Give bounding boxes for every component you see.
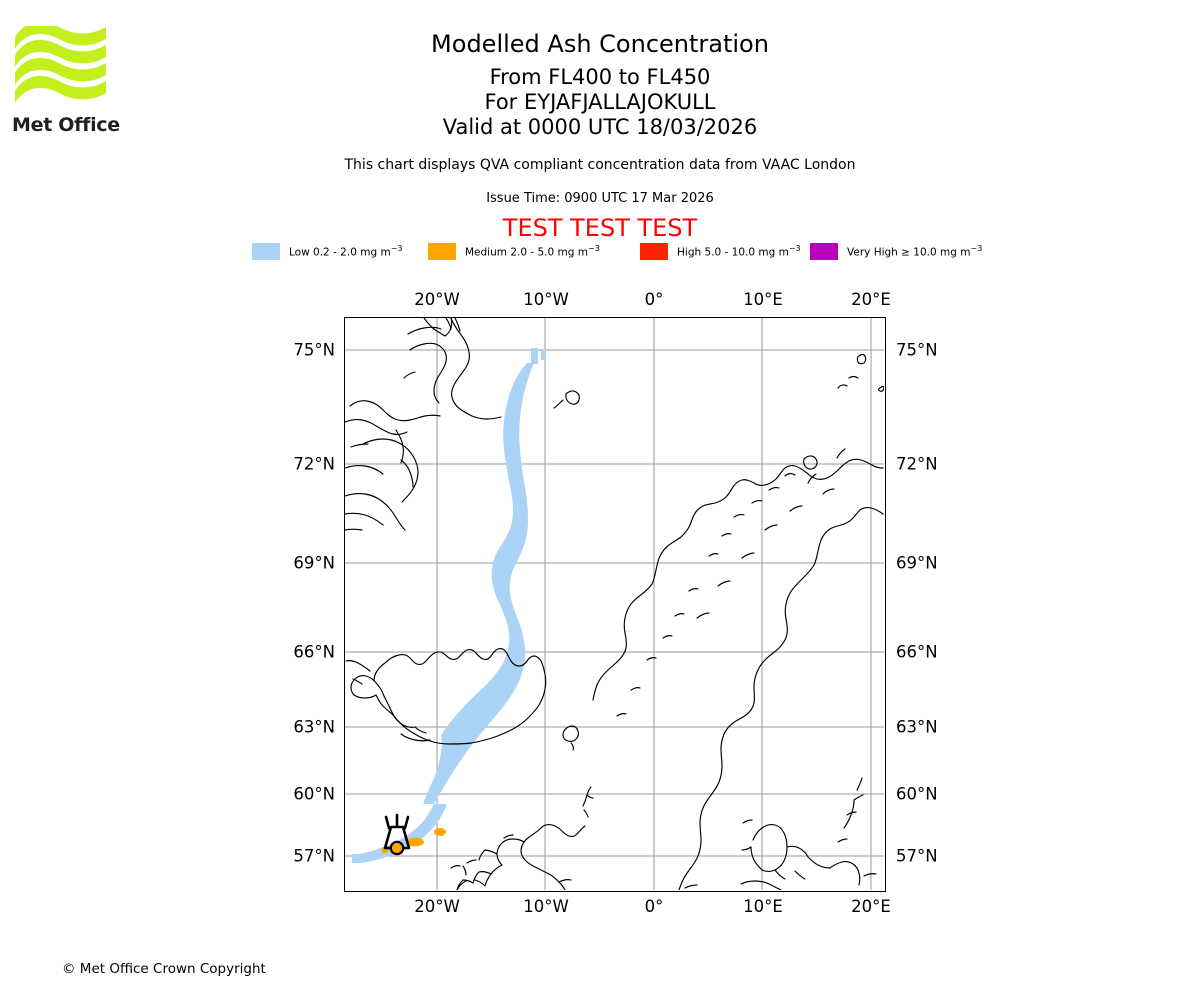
legend-item-high: High 5.0 - 10.0 mg m−3 [640,240,801,262]
legend-swatch-medium [428,242,456,260]
lon-label-bottom-10e: 10°E [743,897,783,916]
coastline-south-sweden [829,777,877,886]
issue-time: Issue Time: 0900 UTC 17 Mar 2026 [486,191,714,206]
lat-label-right-69n: 69°N [896,553,938,573]
legend-swatch-low [252,242,280,260]
lat-label-left-69n: 69°N [293,553,335,573]
met-office-wordmark: Met Office [12,114,120,136]
lon-label-bottom-20w: 20°W [414,897,460,916]
lat-label-right-57n: 57°N [896,846,938,866]
map-graphics [345,318,884,890]
lat-label-right-60n: 60°N [896,784,938,804]
coastline-great-britain [450,824,586,890]
lat-label-left-72n: 72°N [293,454,335,474]
lat-label-left-63n: 63°N [293,717,335,737]
coastline-continental-europe [684,880,782,890]
legend-item-low: Low 0.2 - 2.0 mg m−3 [252,240,402,262]
lon-label-top-20w: 20°W [414,290,460,309]
valid-time: Valid at 0000 UTC 18/03/2026 [442,115,758,139]
map-canvas[interactable] [344,317,886,892]
lon-label-bottom-0: 0° [644,897,664,916]
legend-item-medium: Medium 2.0 - 5.0 mg m−3 [428,240,600,262]
ash-plume-low [352,348,546,863]
lat-label-right-72n: 72°N [896,454,938,474]
legend-label-very-high: Very High ≥ 10.0 mg m−3 [847,244,983,259]
coastline-faroe-islands [562,725,579,751]
coastline-greenland [345,318,502,531]
lat-label-right-75n: 75°N [896,340,938,360]
copyright-notice: © Met Office Crown Copyright [62,961,266,977]
legend-label-low: Low 0.2 - 2.0 mg m−3 [289,244,403,259]
volcano-marker-icon [383,813,411,856]
legend-label-medium: Medium 2.0 - 5.0 mg m−3 [465,244,600,259]
volcano-name: For EYJAFJALLAJOKULL [484,90,716,114]
lat-label-left-60n: 60°N [293,784,335,804]
legend-label-high: High 5.0 - 10.0 mg m−3 [677,244,801,259]
page-title: Modelled Ash Concentration [431,30,769,58]
coastline-denmark [741,819,831,880]
met-office-wave-logo-icon [15,26,106,103]
lon-label-top-0: 0° [644,290,664,309]
legend-swatch-very-high [810,242,838,260]
legend-swatch-high [640,242,668,260]
map-gridlines [345,318,884,890]
legend-item-very-high: Very High ≥ 10.0 mg m−3 [810,240,982,262]
coastline-scandinavia [592,375,884,890]
coastline-shetland [582,786,594,818]
lon-label-top-20e: 20°E [851,290,891,309]
lat-label-right-66n: 66°N [896,642,938,662]
coastline-jan-mayen [553,390,580,409]
coastline-ireland [456,880,467,890]
lat-label-right-63n: 63°N [896,717,938,737]
lon-label-top-10e: 10°E [743,290,783,309]
flight-level-range: From FL400 to FL450 [489,65,711,89]
lon-label-top-10w: 10°W [523,290,569,309]
lat-label-left-66n: 66°N [293,642,335,662]
qva-note: This chart displays QVA compliant concen… [344,157,856,173]
coastline-iceland [345,648,547,745]
concentration-legend: Low 0.2 - 2.0 mg m−3 Medium 2.0 - 5.0 mg… [250,240,990,262]
lon-label-bottom-20e: 20°E [851,897,891,916]
met-office-logo: Met Office [12,26,122,136]
lat-label-left-57n: 57°N [293,846,335,866]
lon-label-bottom-10w: 10°W [523,897,569,916]
test-banner: TEST TEST TEST [502,214,698,242]
coastline-bear-island [856,353,867,365]
lat-label-left-75n: 75°N [293,340,335,360]
